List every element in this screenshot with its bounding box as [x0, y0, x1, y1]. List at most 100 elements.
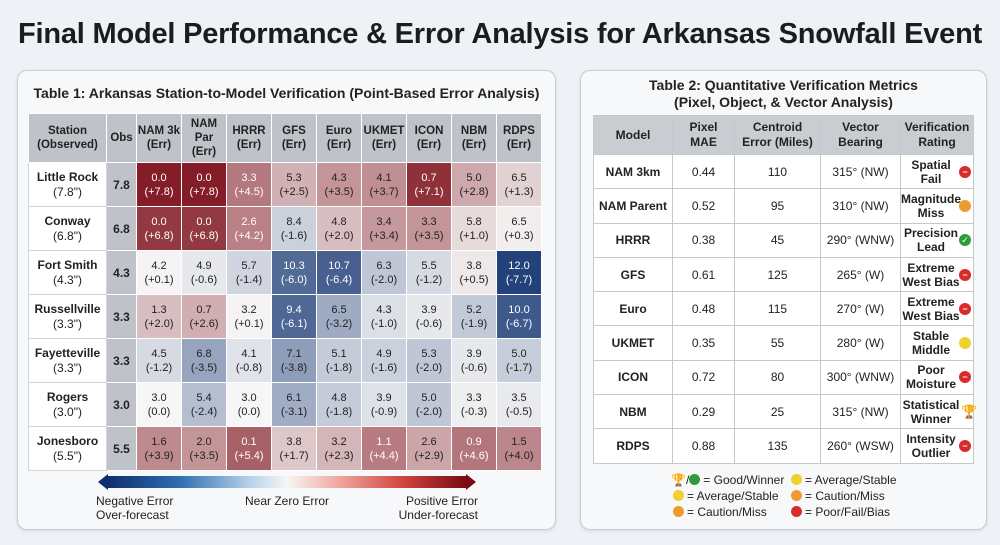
legend-zero: Near Zero Error: [244, 494, 330, 508]
verification-rating: Stable Middle: [900, 325, 974, 361]
heatmap-row: Conway (6.8") 6.8 0.0 (+6.8) 0.0 (+6.8) 2.6 (+4.…: [28, 206, 542, 251]
table2-title-line2: (Pixel, Object, & Vector Analysis): [674, 94, 893, 110]
vector-bearing: 260° (WSW): [820, 428, 901, 464]
error-value: (-2.0): [415, 405, 443, 418]
forecast-value: 4.1: [241, 347, 257, 360]
error-cell: 0.0 (+6.8): [136, 206, 182, 251]
model-column-header: HRRR (Err): [226, 113, 272, 163]
error-value: (+2.5): [279, 185, 309, 198]
forecast-value: 6.5: [331, 303, 347, 316]
yellow-status-icon: [959, 337, 971, 350]
verification-rating: Magnitude Miss: [900, 188, 974, 224]
model-name: ICON: [593, 359, 673, 396]
legend-positive-line2: Under-forecast: [398, 508, 478, 522]
error-cell: 5.0 (-2.0): [406, 382, 452, 427]
rating-text: Poor Moisture −: [901, 363, 973, 391]
error-cell: 8.4 (-1.6): [271, 206, 317, 251]
metrics-column-header: Centroid Error (Miles): [734, 115, 821, 155]
forecast-value: 4.3: [376, 303, 392, 316]
table2-title: Table 2: Quantitative Verification Metri…: [581, 77, 986, 111]
error-cell: 3.3 (+3.5): [406, 206, 452, 251]
error-value: (+1.3): [504, 185, 534, 198]
error-value: (-0.6): [190, 273, 218, 286]
error-value: (-1.8): [325, 361, 353, 374]
forecast-value: 5.3: [286, 171, 302, 184]
rating-line: Magnitude: [901, 191, 961, 206]
vector-bearing: 310° (NW): [820, 188, 901, 224]
error-cell: 6.5 (+1.3): [496, 162, 542, 207]
station-observed: (6.8"): [53, 228, 82, 243]
error-cell: 10.7 (-6.4): [316, 250, 362, 295]
metrics-row: NBM 0.29 25 315° (NW) Statistical Winner 🏆: [593, 394, 977, 430]
forecast-value: 3.5: [511, 391, 527, 404]
heatmap-row: Fort Smith (4.3") 4.3 4.2 (+0.1) 4.9 (-0.6) 5.7…: [28, 250, 542, 295]
key-average-right-label: = Average/Stable: [805, 473, 897, 487]
obs-cell: 5.5: [106, 426, 137, 471]
forecast-value: 4.2: [151, 259, 167, 272]
error-cell: 2.0 (+3.5): [181, 426, 227, 471]
forecast-value: 0.7: [196, 303, 212, 316]
error-value: (-3.8): [280, 361, 308, 374]
error-value: (-6.0): [280, 273, 308, 286]
header-line: Error (Miles): [742, 135, 813, 149]
centroid-error: 135: [734, 428, 821, 464]
error-value: (+1.7): [279, 449, 309, 462]
error-cell: 0.0 (+7.8): [136, 162, 182, 207]
rating-text: Magnitude Miss: [901, 192, 973, 220]
rating-line: Moisture: [905, 377, 956, 392]
verification-rating: Extreme West Bias −: [900, 291, 974, 327]
error-cell: 7.1 (-3.8): [271, 338, 317, 383]
error-cell: 3.3 (-0.3): [451, 382, 497, 427]
rating-text: Stable Middle: [901, 329, 973, 357]
obs-cell: 6.8: [106, 206, 137, 251]
rating-line: Spatial: [911, 157, 951, 172]
model-name: NAM 3km: [593, 153, 673, 190]
heatmap-row: Little Rock (7.8") 7.8 0.0 (+7.8) 0.0 (+7.8) 3.…: [28, 162, 542, 207]
error-cell: 6.1 (-3.1): [271, 382, 317, 427]
rating-line: Statistical: [902, 397, 960, 412]
red-dot-icon: [791, 506, 802, 517]
rating-text: Extreme West Bias −: [901, 261, 973, 289]
error-cell: 0.1 (+5.4): [226, 426, 272, 471]
trophy-icon: 🏆: [671, 473, 686, 487]
error-color-scale: [98, 474, 476, 490]
error-value: (+6.8): [189, 229, 219, 242]
error-value: (+3.5): [189, 449, 219, 462]
error-cell: 4.9 (-1.6): [361, 338, 407, 383]
forecast-value: 3.0: [151, 391, 167, 404]
rating-line: Middle: [912, 343, 950, 358]
error-cell: 3.8 (+0.5): [451, 250, 497, 295]
forecast-value: 5.7: [241, 259, 257, 272]
key-caution-left-label: = Caution/Miss: [687, 505, 767, 519]
key-good-label: = Good/Winner: [703, 473, 785, 487]
error-cell: 0.7 (+2.6): [181, 294, 227, 339]
rating-line: Winner: [910, 411, 952, 426]
centroid-error: 125: [734, 256, 821, 293]
error-value: (-3.2): [325, 317, 353, 330]
error-cell: 4.3 (+3.5): [316, 162, 362, 207]
forecast-value: 3.9: [421, 303, 437, 316]
yellow-dot-icon: [791, 474, 802, 485]
error-value: (+3.7): [369, 185, 399, 198]
error-value: (-3.1): [280, 405, 308, 418]
station-observed: (4.3"): [53, 272, 82, 287]
forecast-value: 5.1: [331, 347, 347, 360]
station-observed: (3.0"): [53, 404, 82, 419]
model-column-header: Euro (Err): [316, 113, 362, 163]
error-cell: 4.1 (+3.7): [361, 162, 407, 207]
forecast-value: 3.4: [376, 215, 392, 228]
station-verification-card: Table 1: Arkansas Station-to-Model Verif…: [17, 70, 556, 530]
metrics-column-header: Vector Bearing: [820, 115, 901, 155]
verification-rating: Precision Lead ✓: [900, 222, 974, 258]
red-status-icon: −: [959, 440, 971, 453]
station-name: Jonesboro: [36, 433, 99, 448]
model-name: HRRR: [593, 222, 673, 258]
model-name: Euro: [593, 291, 673, 327]
header-line: Centroid: [752, 120, 803, 134]
green-status-icon: ✓: [959, 234, 971, 247]
rating-text: Intensity Outlier −: [901, 432, 973, 460]
error-cell: 3.2 (+0.1): [226, 294, 272, 339]
header-line: Rating: [918, 135, 956, 149]
heatmap-row: Jonesboro (5.5") 5.5 1.6 (+3.9) 2.0 (+3.5) 0.1(…: [28, 426, 542, 471]
error-value: (+4.0): [504, 449, 534, 462]
